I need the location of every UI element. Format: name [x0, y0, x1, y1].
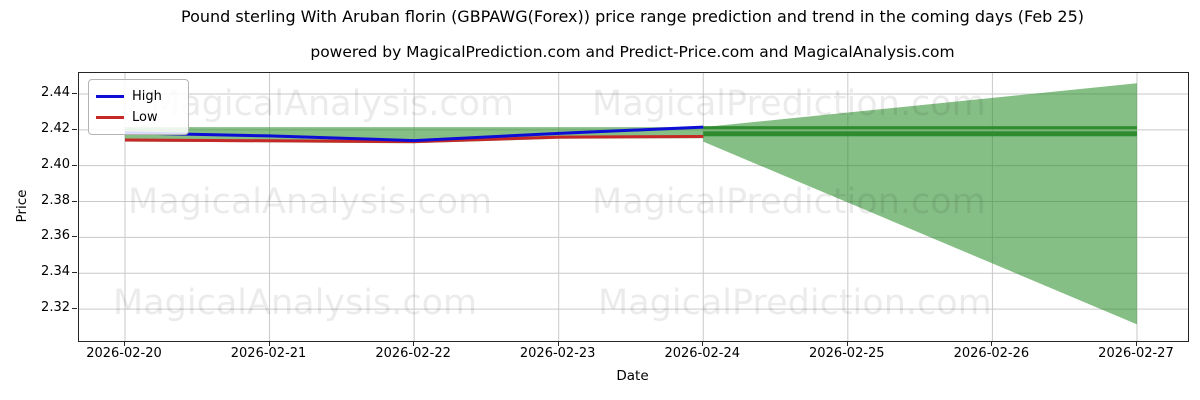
y-tick-mark: [72, 308, 77, 310]
y-tick-mark: [72, 272, 77, 274]
x-tick-label: 2026-02-22: [375, 346, 451, 361]
x-tick-mark: [1135, 341, 1137, 346]
y-tick-label: 2.34: [41, 264, 70, 280]
x-tick-mark: [123, 341, 125, 346]
history-range-band: [124, 127, 704, 144]
y-tick-mark: [72, 164, 77, 166]
legend-swatch-high: [96, 95, 124, 98]
legend-label: Low: [132, 110, 158, 125]
x-axis-title: Date: [616, 368, 649, 384]
prediction-fan: [703, 83, 1137, 325]
y-tick-label: 2.32: [41, 300, 70, 316]
legend-label: High: [132, 89, 162, 104]
x-tick-mark: [702, 341, 704, 346]
y-tick-mark: [72, 92, 77, 94]
y-tick-mark: [72, 128, 77, 130]
x-tick-label: 2026-02-25: [809, 346, 885, 361]
chart-legend: High Low: [88, 79, 189, 135]
chart-subtitle: powered by MagicalPrediction.com and Pre…: [310, 43, 955, 61]
prediction-level-line: [703, 131, 1137, 137]
legend-item-high: High: [96, 86, 180, 107]
y-tick-label: 2.40: [41, 156, 70, 172]
legend-item-low: Low: [96, 107, 180, 128]
y-tick-label: 2.42: [41, 120, 70, 136]
legend-swatch-low: [96, 116, 124, 119]
chart-title: Pound sterling With Aruban florin (GBPAW…: [180, 7, 1084, 26]
x-tick-mark: [268, 341, 270, 346]
y-tick-label: 2.38: [41, 192, 70, 208]
x-tick-label: 2026-02-24: [664, 346, 741, 361]
series-line-high: [124, 125, 704, 143]
x-tick-mark: [846, 341, 848, 346]
y-tick-label: 2.44: [41, 84, 70, 100]
plot-area: [78, 72, 1189, 342]
x-tick-label: 2026-02-23: [519, 346, 596, 361]
x-tick-mark: [557, 341, 559, 346]
prediction-level-line: [703, 126, 1137, 130]
chart-canvas: [79, 73, 1188, 341]
x-tick-label: 2026-02-20: [86, 346, 162, 361]
y-tick-mark: [72, 236, 77, 238]
x-tick-label: 2026-02-27: [1098, 346, 1174, 361]
x-tick-mark: [413, 341, 415, 346]
x-tick-mark: [991, 341, 993, 346]
x-tick-label: 2026-02-21: [230, 346, 307, 361]
y-tick-mark: [72, 200, 77, 202]
x-tick-label: 2026-02-26: [953, 346, 1030, 361]
y-tick-label: 2.36: [41, 228, 70, 244]
